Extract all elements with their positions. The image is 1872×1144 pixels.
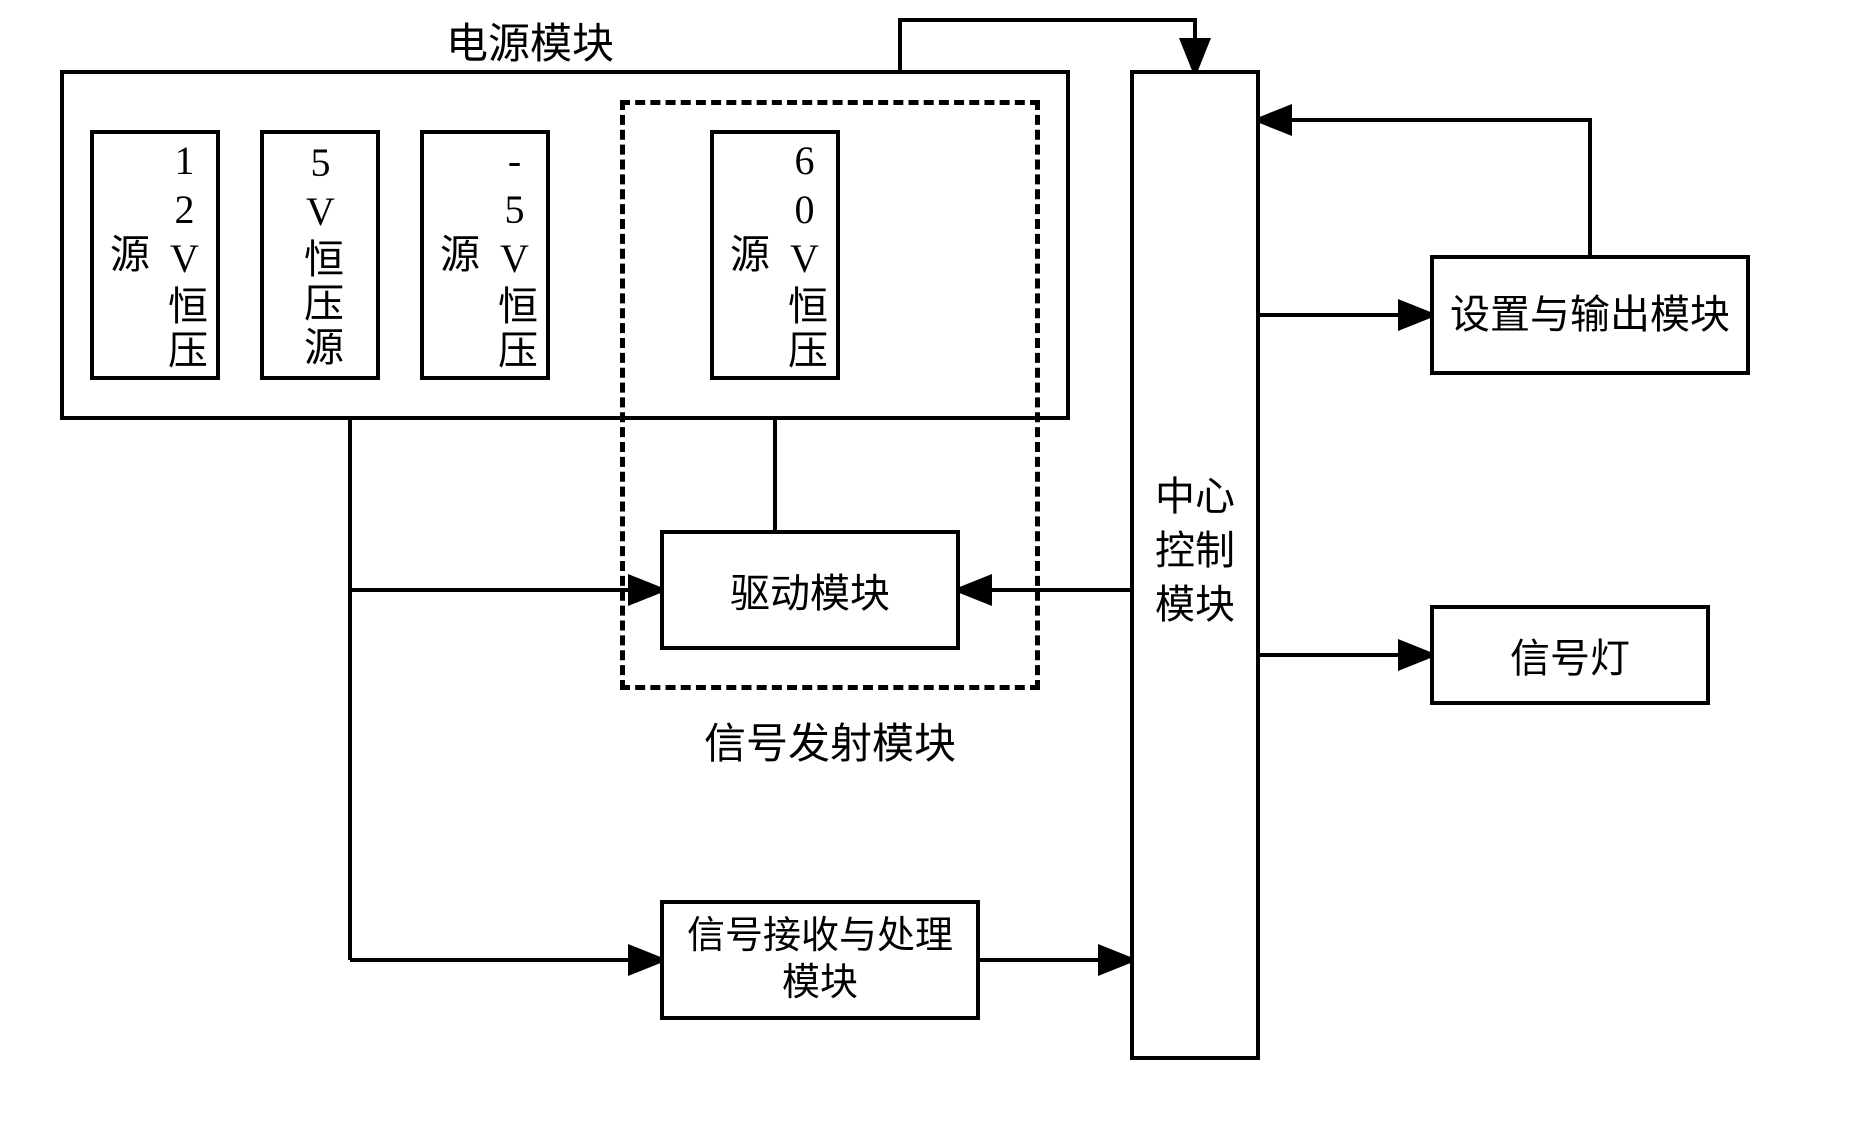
center-control-label: 中心控制模块 xyxy=(1140,470,1250,632)
v12-box: 12V恒压源 xyxy=(90,130,220,380)
edge-setout-to-center xyxy=(1260,120,1590,255)
v60-box: 60V恒压源 xyxy=(710,130,840,380)
v5-box: 5V恒压源 xyxy=(260,130,380,380)
v5-label: 5V恒压源 xyxy=(291,140,349,370)
signal-transmit-label: 信号发射模块 xyxy=(680,710,980,771)
vm5-label: -5V恒压源 xyxy=(427,134,543,376)
rx-process-box: 信号接收与处理模块 xyxy=(660,900,980,1020)
diagram-canvas: 12V恒压源 5V恒压源 -5V恒压源 60V恒压源 驱动模块 信号接收与处理模… xyxy=(0,0,1872,1144)
rx-label: 信号接收与处理模块 xyxy=(664,913,976,1008)
set-output-label: 设置与输出模块 xyxy=(1440,290,1740,340)
power-module-label: 电源模块 xyxy=(380,10,680,71)
v12-label: 12V恒压源 xyxy=(97,134,213,376)
vm5-box: -5V恒压源 xyxy=(420,130,550,380)
signal-lamp-box: 信号灯 xyxy=(1430,605,1710,705)
set-output-box: 设置与输出模块 xyxy=(1430,255,1750,375)
signal-lamp-label: 信号灯 xyxy=(1510,626,1630,684)
drive-module-box: 驱动模块 xyxy=(660,530,960,650)
v60-label: 60V恒压源 xyxy=(717,134,833,376)
drive-label: 驱动模块 xyxy=(730,561,890,619)
